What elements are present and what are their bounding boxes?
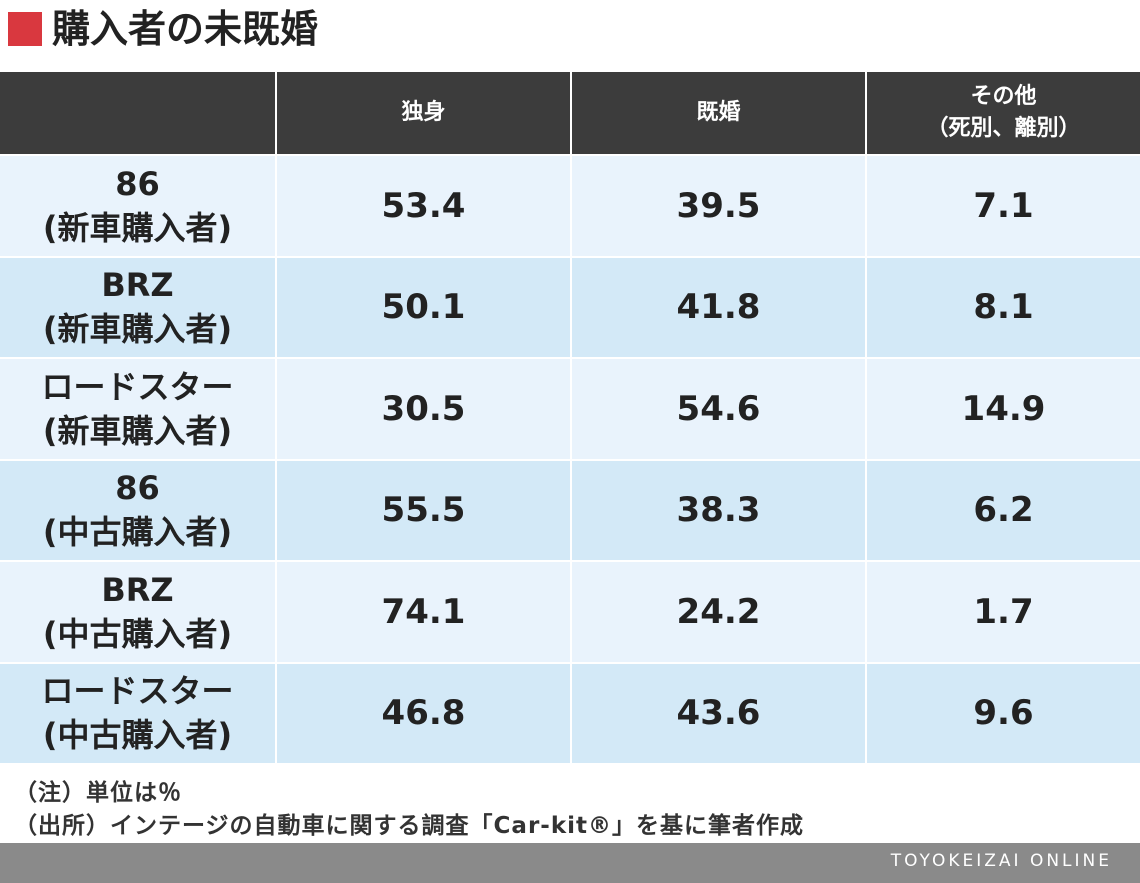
note: （出所）インテージの自動車に関する調査「Car-kit®」を基に筆者作成	[14, 813, 805, 839]
value-cell: 43.6	[572, 663, 865, 763]
value-cell: 8.1	[867, 257, 1140, 357]
value-cell: 9.6	[867, 663, 1140, 763]
header-cell	[0, 72, 275, 154]
header-text: 独身	[401, 100, 446, 125]
value-cell: 74.1	[277, 562, 570, 662]
header-text: 既婚	[696, 100, 741, 125]
row-label-text: 86	[115, 469, 160, 508]
title: 購入者の未既婚	[52, 7, 319, 51]
row-label-text: (中古購入者)	[42, 513, 233, 552]
row-label-text: 86	[115, 164, 160, 203]
value-cell: 50.1	[277, 257, 570, 357]
row-label: ロードスター (新車購入者)	[0, 359, 275, 459]
value-cell: 24.2	[572, 562, 865, 662]
value-cell: 53.4	[277, 156, 570, 256]
row-label-text: (新車購入者)	[42, 208, 233, 247]
value-cell: 39.5	[572, 156, 865, 256]
row-label: 86 (新車購入者)	[0, 156, 275, 256]
row-label: BRZ (新車購入者)	[0, 257, 275, 357]
note: （注）単位は％	[14, 780, 182, 806]
row-label-text: ロードスター	[41, 367, 234, 406]
row-label-text: (中古購入者)	[42, 614, 233, 653]
title-mark	[8, 12, 42, 46]
row-label-text: ロードスター	[41, 672, 234, 711]
header-cell: 独身	[277, 72, 570, 154]
header-text: （死別、離別）	[926, 116, 1081, 141]
value-cell: 14.9	[867, 359, 1140, 459]
header-cell: その他 （死別、離別）	[867, 72, 1140, 154]
value-cell: 6.2	[867, 460, 1140, 560]
header-text: その他	[970, 84, 1037, 109]
row-label-text: (中古購入者)	[42, 716, 233, 755]
row-label-text: BRZ	[101, 266, 174, 305]
row-label: 86 (中古購入者)	[0, 460, 275, 560]
value-cell: 46.8	[277, 663, 570, 763]
row-label-text: BRZ	[101, 570, 174, 609]
value-cell: 7.1	[867, 156, 1140, 256]
value-cell: 38.3	[572, 460, 865, 560]
row-label-text: (新車購入者)	[42, 411, 233, 450]
value-cell: 30.5	[277, 359, 570, 459]
value-cell: 41.8	[572, 257, 865, 357]
value-cell: 54.6	[572, 359, 865, 459]
header-cell: 既婚	[572, 72, 865, 154]
value-cell: 1.7	[867, 562, 1140, 662]
row-label: ロードスター (中古購入者)	[0, 663, 275, 763]
value-cell: 55.5	[277, 460, 570, 560]
footer-bar	[0, 843, 1140, 883]
brand: TOYOKEIZAI ONLINE	[890, 851, 1112, 871]
row-label-text: (新車購入者)	[42, 310, 233, 349]
row-label: BRZ (中古購入者)	[0, 562, 275, 662]
